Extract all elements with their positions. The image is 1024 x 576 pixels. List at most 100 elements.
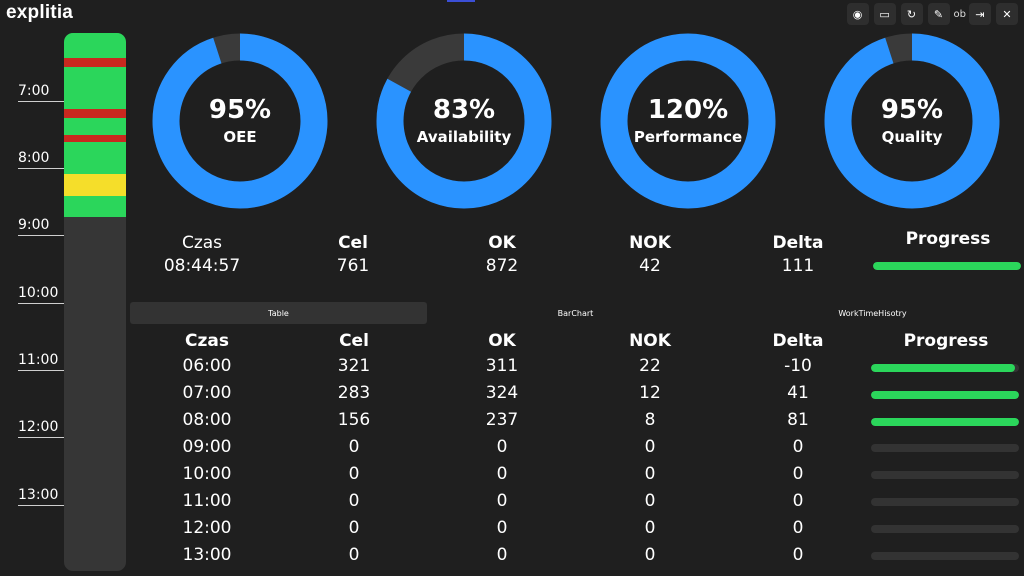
summary-delta-value: 111: [781, 256, 815, 276]
timeline-segment-stop: [64, 109, 126, 118]
summary-cel-value: 761: [336, 256, 370, 276]
table-cell: 06:00: [182, 356, 232, 376]
table-row-progress-bar: [871, 498, 1019, 506]
gauge-arc: [376, 33, 552, 209]
table-cell: 156: [337, 410, 371, 430]
table-cell: 0: [792, 545, 804, 565]
table-cell: 0: [348, 437, 360, 457]
table-cell: 0: [348, 464, 360, 484]
table-col-ok: OK 311 324 237 0 0 0 0 0: [437, 329, 567, 569]
tab-worktimehistory[interactable]: WorkTimeHisotry: [838, 308, 907, 318]
table-cell: 09:00: [182, 437, 232, 457]
gauge-quality: 95% Quality: [824, 33, 1000, 209]
tab-barchart[interactable]: BarChart: [557, 308, 594, 318]
table-cell: 22: [639, 356, 661, 376]
timeline-segment-ok: [64, 67, 126, 109]
table-row-progress-bar: [871, 364, 1019, 372]
timeline-segment-ok: [64, 196, 126, 217]
table-cell: 10:00: [182, 464, 232, 484]
table-cell: 0: [644, 437, 656, 457]
table-cell: 12: [639, 383, 661, 403]
table-col-delta: Delta -10 41 81 0 0 0 0 0: [733, 329, 863, 569]
table-cell: 0: [348, 545, 360, 565]
summary-czas-value: 08:44:57: [163, 256, 241, 276]
gauge-arc: [824, 33, 1000, 209]
summary-cel: Cel 761: [288, 232, 418, 278]
table-row-progress-bar: [871, 444, 1019, 453]
gauge-label: Performance: [633, 128, 743, 146]
table-cell: 41: [787, 383, 809, 403]
table-cell: 283: [337, 383, 371, 403]
gauge-arc: [600, 33, 776, 209]
table-col-czas: Czas 06:00 07:00 08:00 09:00 10:00 11:00…: [142, 329, 272, 569]
timeline-label: 7:00: [18, 82, 64, 102]
summary-cel-label: Cel: [338, 233, 368, 253]
refresh-icon[interactable]: ↻: [900, 3, 923, 25]
timeline-label: 8:00: [18, 149, 64, 169]
summary-progress-bar: [873, 262, 1021, 270]
summary-ok-label: OK: [488, 233, 516, 253]
gauge-ring: [600, 33, 776, 209]
table-cell: 12:00: [182, 518, 232, 538]
timeline-label: 12:00: [18, 418, 64, 438]
gauge-availability: 83% Availability: [376, 33, 552, 209]
gauge-value: 83%: [432, 95, 496, 125]
table-header: NOK: [629, 331, 671, 351]
table-cell: 0: [644, 464, 656, 484]
gauge-label: Quality: [881, 128, 943, 146]
table-cell: 81: [787, 410, 809, 430]
timeline-label: 13:00: [18, 486, 64, 506]
timeline-label: 9:00: [18, 216, 64, 236]
summary-progress-fill: [873, 262, 1021, 270]
table-row-progress-bar: [871, 551, 1019, 560]
work-timeline-bar[interactable]: [64, 33, 126, 571]
table-cell: 0: [496, 518, 508, 538]
table-header: Czas: [185, 331, 229, 351]
table-cell: 0: [644, 491, 656, 511]
gauge-performance: 120% Performance: [600, 33, 776, 209]
table-header: Cel: [339, 331, 369, 351]
gauge-value: 95%: [880, 95, 944, 125]
table-cell: 321: [337, 356, 371, 376]
gauge-arc: [152, 33, 328, 209]
close-icon[interactable]: ✕: [996, 3, 1018, 25]
table-cell: 0: [496, 464, 508, 484]
table-row-progress-bar: [871, 417, 1019, 426]
table-cell: 11:00: [182, 491, 232, 511]
table-cell: 0: [496, 437, 508, 457]
table-row-progress-bar: [871, 524, 1019, 533]
gauge-ring: [824, 33, 1000, 209]
globe-icon[interactable]: ◉: [846, 3, 869, 25]
table-col-cel: Cel 321 283 156 0 0 0 0 0: [289, 329, 419, 569]
table-row-progress-fill: [871, 364, 1015, 372]
logout-icon[interactable]: ⇥: [969, 3, 991, 25]
tab-table[interactable]: Table: [130, 302, 427, 324]
timeline-segment-ok: [64, 142, 126, 174]
gauge-value: 95%: [208, 95, 272, 125]
table-row-progress-fill: [871, 417, 1019, 426]
table-col-progress: Progress: [873, 329, 1019, 353]
keyboard-icon[interactable]: ▭: [873, 3, 896, 25]
gauge-oee: 95% OEE: [152, 33, 328, 209]
table-cell: 0: [496, 545, 508, 565]
summary-czas: Czas 08:44:57: [137, 232, 267, 278]
timeline-labels: 7:00 8:00 9:00 10:00 11:00 12:00 13:00: [0, 0, 70, 576]
table-cell: 08:00: [182, 410, 232, 430]
table-cell: 07:00: [182, 383, 232, 403]
table-header: Progress: [903, 331, 989, 351]
table-cell: 13:00: [182, 545, 232, 565]
table-cell: 0: [792, 491, 804, 511]
gauge-label: OEE: [223, 128, 257, 146]
table-row-progress-bar: [871, 390, 1019, 399]
table-cell: -10: [784, 356, 812, 376]
summary-ok-value: 872: [485, 256, 519, 276]
table-cell: 0: [792, 518, 804, 538]
edit-icon[interactable]: ✎: [927, 3, 950, 25]
summary-nok-value: 42: [639, 256, 661, 276]
summary-progress-label: Progress: [905, 229, 991, 249]
timeline-segment-ok: [64, 33, 126, 58]
gauge-value: 120%: [647, 95, 729, 125]
table-row-progress-fill: [871, 390, 1019, 399]
table-cell: 0: [348, 518, 360, 538]
summary-delta: Delta 111: [733, 232, 863, 278]
